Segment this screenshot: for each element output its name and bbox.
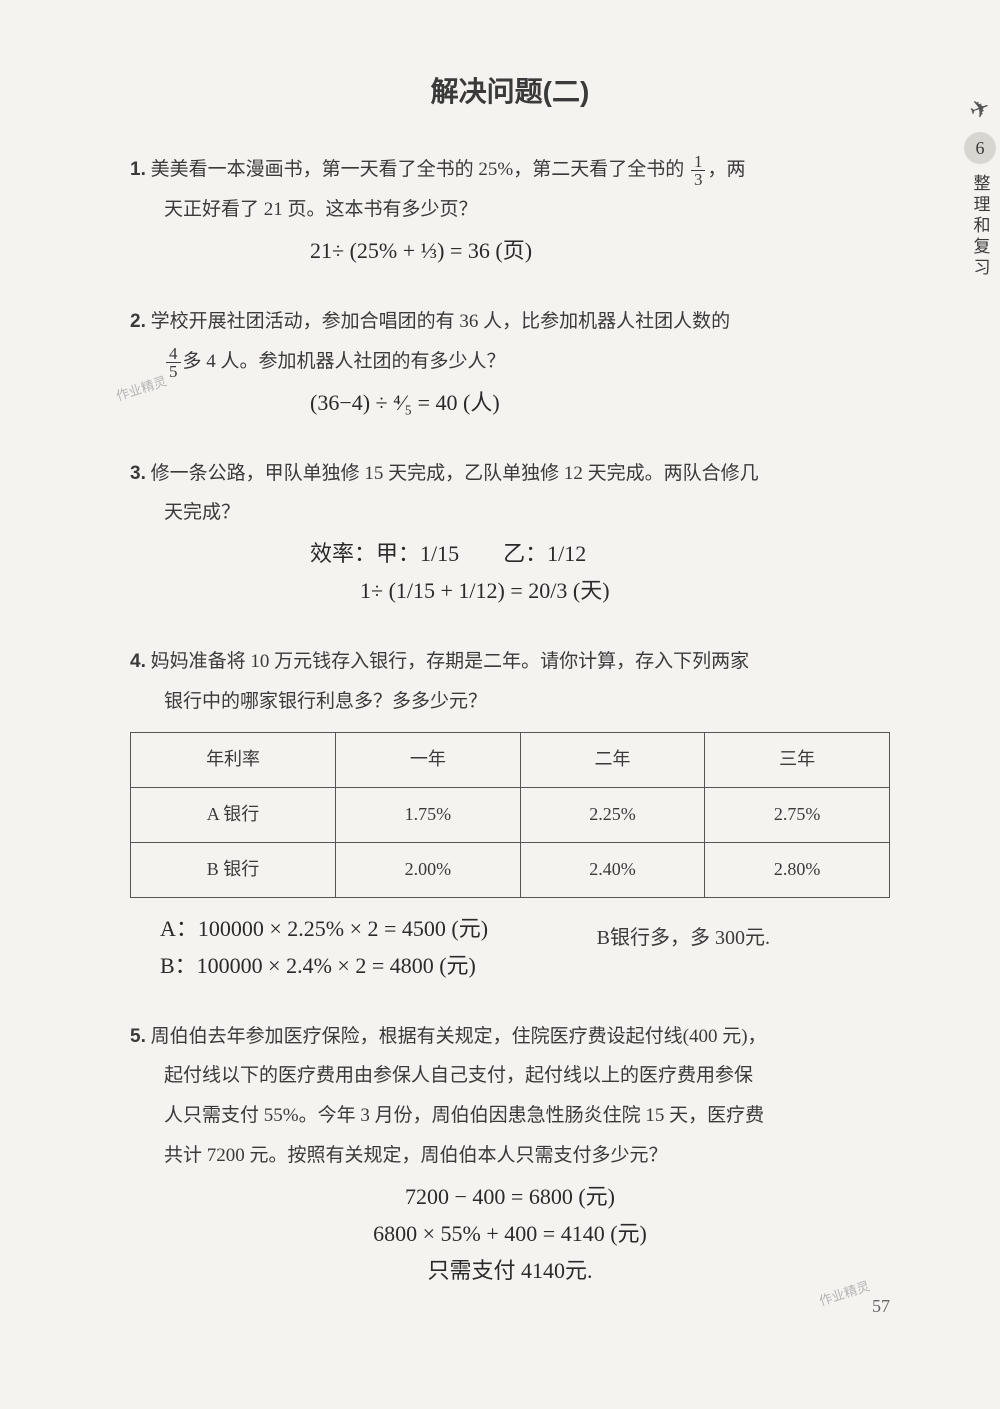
chapter-number: 6 — [964, 132, 996, 164]
handwritten-answer: 21÷ (25% + ⅓) = 36 (页) — [130, 234, 890, 267]
table-row: A 银行 1.75% 2.25% 2.75% — [131, 787, 890, 842]
rate-table: 年利率 一年 二年 三年 A 银行 1.75% 2.25% 2.75% B 银行… — [130, 732, 890, 897]
page-title: 解决问题(二) — [130, 70, 890, 110]
problem-text: 美美看一本漫画书，第一天看了全书的 25%，第二天看了全书的 — [151, 159, 685, 180]
problem-1: 1. 美美看一本漫画书，第一天看了全书的 25%，第二天看了全书的 1 3 ，两… — [130, 150, 890, 267]
handwritten-answer: 7200 − 400 = 6800 (元) — [130, 1180, 890, 1213]
problem-text: 妈妈准备将 10 万元钱存入银行，存期是二年。请你计算，存入下列两家 — [151, 651, 750, 672]
table-header: 年利率 — [131, 733, 336, 788]
fraction: 4 5 — [166, 345, 181, 380]
problem-text: 天完成？ — [130, 493, 890, 533]
table-cell: 2.00% — [336, 842, 521, 897]
problem-number: 1. — [130, 159, 146, 180]
problem-number: 5. — [130, 1026, 146, 1047]
swoosh-icon: ✈ — [956, 89, 1000, 130]
table-row: B 银行 2.00% 2.40% 2.80% — [131, 842, 890, 897]
fraction: 1 3 — [691, 153, 706, 188]
problem-3: 3. 修一条公路，甲队单独修 15 天完成，乙队单独修 12 天完成。两队合修几… — [130, 454, 890, 608]
problem-number: 3. — [130, 463, 146, 484]
problem-text: 共计 7200 元。按照有关规定，周伯伯本人只需支付多少元？ — [130, 1136, 890, 1176]
problem-text: 银行中的哪家银行利息多？多多少元？ — [130, 682, 890, 722]
problem-text: ，两 — [707, 159, 745, 180]
table-cell: 1.75% — [336, 787, 521, 842]
problem-text: 起付线以下的医疗费用由参保人自己支付，起付线以上的医疗费用参保 — [130, 1056, 890, 1096]
side-tab: ✈ 6 整理和复习 — [960, 95, 1000, 279]
table-header: 三年 — [705, 733, 890, 788]
table-cell: A 银行 — [131, 787, 336, 842]
table-cell: 2.40% — [520, 842, 705, 897]
table-cell: 2.75% — [705, 787, 890, 842]
table-row: 年利率 一年 二年 三年 — [131, 733, 890, 788]
problem-text: 修一条公路，甲队单独修 15 天完成，乙队单独修 12 天完成。两队合修几 — [151, 463, 759, 484]
table-cell: B 银行 — [131, 842, 336, 897]
problem-number: 2. — [130, 311, 146, 332]
problem-text: 周伯伯去年参加医疗保险，根据有关规定，住院医疗费设起付线(400 元)， — [151, 1026, 767, 1047]
page-number: 57 — [872, 1296, 890, 1317]
handwritten-answer: 效率：甲：1/15 乙：1/12 — [130, 537, 890, 570]
problem-2: 2. 学校开展社团活动，参加合唱团的有 36 人，比参加机器人社团人数的 4 5… — [130, 302, 890, 419]
handwritten-answer: B：100000 × 2.4% × 2 = 4800 (元) — [130, 949, 890, 982]
table-header: 一年 — [336, 733, 521, 788]
problem-text: 4 5 多 4 人。参加机器人社团的有多少人？ — [130, 342, 890, 382]
problem-4: 4. 妈妈准备将 10 万元钱存入银行，存期是二年。请你计算，存入下列两家 银行… — [130, 642, 890, 981]
table-cell: 2.80% — [705, 842, 890, 897]
problem-text: 天正好看了 21 页。这本书有多少页？ — [130, 190, 890, 230]
handwritten-answer: (36−4) ÷ ⁴⁄₅ = 40 (人) — [130, 386, 890, 419]
problem-text: 人只需支付 55%。今年 3 月份，周伯伯因患急性肠炎住院 15 天，医疗费 — [130, 1096, 890, 1136]
table-header: 二年 — [520, 733, 705, 788]
handwritten-answer: B银行多，多 300元. — [597, 917, 770, 959]
table-cell: 2.25% — [520, 787, 705, 842]
handwritten-answer: 6800 × 55% + 400 = 4140 (元) — [130, 1217, 890, 1250]
handwritten-answer: 只需支付 4140元. — [130, 1254, 890, 1287]
problem-number: 4. — [130, 651, 146, 672]
problem-text: 学校开展社团活动，参加合唱团的有 36 人，比参加机器人社团人数的 — [151, 311, 731, 332]
problem-5: 5. 周伯伯去年参加医疗保险，根据有关规定，住院医疗费设起付线(400 元)， … — [130, 1017, 890, 1288]
chapter-label: 整理和复习 — [968, 174, 993, 279]
handwritten-answer: A：100000 × 2.25% × 2 = 4500 (元) — [130, 912, 890, 945]
handwritten-answer: 1÷ (1/15 + 1/12) = 20/3 (天) — [130, 574, 890, 607]
